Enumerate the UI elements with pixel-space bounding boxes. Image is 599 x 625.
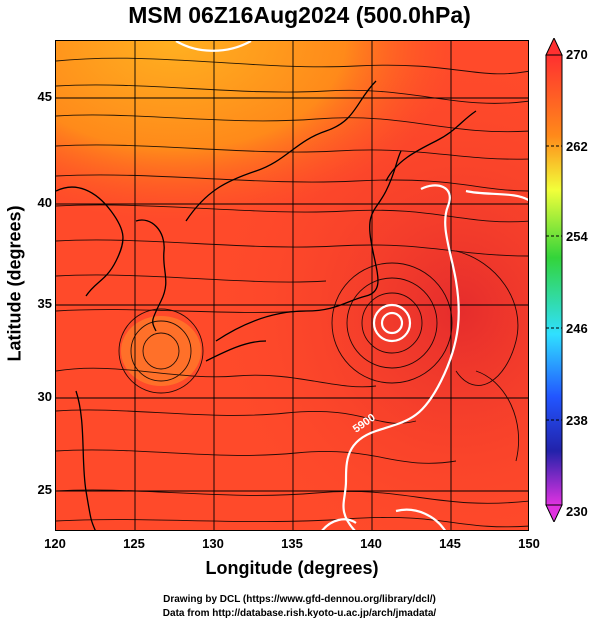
colorbar-tick-label: 246 <box>566 321 588 336</box>
x-tick-label: 125 <box>123 536 145 551</box>
coastlines <box>56 80 477 530</box>
y-tick-label: 35 <box>37 296 52 311</box>
x-tick-label: 145 <box>439 536 461 551</box>
y-tick-label: 30 <box>37 389 52 404</box>
y-axis-label: Latitude (degrees) <box>4 205 25 362</box>
x-tick-label: 140 <box>360 536 382 551</box>
colorbar-tick-label: 270 <box>566 47 588 62</box>
x-axis-label: Longitude (degrees) <box>205 558 379 578</box>
x-tick-label: 135 <box>281 536 303 551</box>
map-title: MSM 06Z16Aug2024 (500.0hPa) <box>128 2 471 28</box>
x-tick-label: 130 <box>202 536 224 551</box>
x-tick-label: 120 <box>44 536 66 551</box>
map-plot-area: 5900 <box>55 40 529 531</box>
colorbar-tick-label: 238 <box>566 413 588 428</box>
credit-data-source: Data from http://database.rish.kyoto-u.a… <box>162 608 437 619</box>
y-tick-label: 25 <box>37 482 52 497</box>
colorbar-tick-label: 254 <box>566 229 588 244</box>
colorbar <box>545 38 563 522</box>
colorbar-tick-label: 262 <box>566 139 588 154</box>
colorbar-gradient <box>545 54 563 506</box>
colorbar-bottom-arrow <box>545 504 563 522</box>
credit-drawing: Drawing by DCL (https://www.gfd-dennou.o… <box>163 594 436 605</box>
colorbar-top-arrow <box>545 38 563 56</box>
map-canvas: 5900 <box>56 41 528 530</box>
grid-lines <box>56 41 528 530</box>
y-tick-label: 40 <box>37 195 52 210</box>
contour-5900 <box>175 41 528 530</box>
colorbar-tick-label: 230 <box>566 504 588 519</box>
x-tick-label: 150 <box>518 536 540 551</box>
warm-anomaly <box>121 316 201 386</box>
y-tick-label: 45 <box>37 89 52 104</box>
